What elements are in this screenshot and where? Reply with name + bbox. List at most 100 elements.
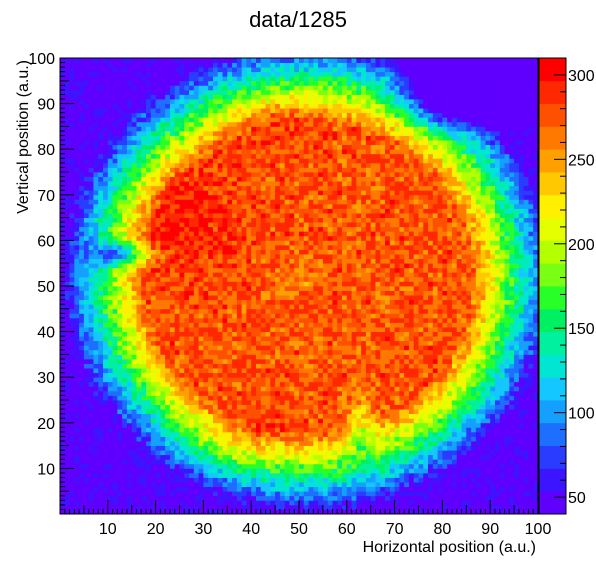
heatmap-cell (160, 103, 166, 109)
heatmap-cell (74, 222, 80, 228)
heatmap-cell (265, 108, 271, 114)
heatmap-cell (227, 203, 233, 209)
heatmap-cell (83, 213, 90, 218)
heatmap-cell (217, 62, 223, 68)
heatmap-cell (79, 258, 85, 264)
heatmap-cell (198, 477, 204, 483)
heatmap-cell (131, 176, 137, 182)
heatmap-cell (189, 313, 195, 319)
heatmap-cell (193, 58, 200, 63)
heatmap-cell (112, 400, 118, 405)
heatmap-cell (179, 144, 185, 150)
heatmap-cell (60, 390, 66, 396)
heatmap-cell (270, 290, 276, 296)
heatmap-cell (217, 372, 223, 378)
heatmap-cell (184, 468, 190, 474)
heatmap-cell (174, 194, 180, 200)
heatmap-cell (294, 172, 300, 177)
heatmap-cell (265, 272, 271, 278)
heatmap-cell (294, 76, 300, 82)
heatmap-cell (136, 213, 142, 218)
heatmap-cell (241, 62, 247, 68)
heatmap-cell (160, 121, 166, 127)
heatmap-cell (227, 472, 233, 478)
heatmap-cell (112, 249, 118, 255)
heatmap-cell (107, 304, 113, 310)
heatmap-cell (131, 185, 137, 191)
heatmap-cell (279, 354, 286, 360)
heatmap-cell (193, 126, 200, 132)
heatmap-cell (155, 194, 161, 200)
heatmap-cell (260, 290, 266, 296)
heatmap-cell (136, 358, 142, 364)
heatmap-cell (93, 103, 99, 109)
heatmap-cell (189, 199, 195, 205)
heatmap-cell (179, 162, 185, 168)
heatmap-cell (198, 240, 204, 246)
heatmap-cell (107, 413, 113, 419)
heatmap-cell (169, 85, 176, 91)
heatmap-cell (193, 404, 200, 410)
heatmap-cell (246, 249, 252, 255)
heatmap-cell (217, 76, 223, 82)
heatmap-cell (241, 482, 247, 488)
heatmap-cell (174, 135, 180, 141)
heatmap-cell (289, 327, 295, 332)
heatmap-cell (136, 349, 142, 355)
heatmap-cell (255, 327, 262, 332)
heatmap-cell (174, 427, 180, 433)
heatmap-cell (64, 112, 70, 118)
heatmap-cell (222, 85, 228, 91)
heatmap-cell (227, 290, 233, 296)
heatmap-cell (136, 194, 142, 200)
heatmap-cell (112, 313, 118, 319)
heatmap-cell (88, 135, 94, 141)
heatmap-cell (284, 377, 290, 383)
heatmap-cell (260, 354, 266, 360)
heatmap-cell (93, 486, 99, 492)
heatmap-cell (198, 358, 204, 364)
heatmap-cell (275, 149, 281, 155)
heatmap-cell (222, 482, 228, 488)
heatmap-cell (169, 231, 176, 237)
heatmap-cell (289, 491, 295, 497)
heatmap-cell (83, 67, 90, 73)
heatmap-cell (64, 454, 70, 460)
heatmap-cell (98, 281, 104, 287)
heatmap-cell (146, 126, 152, 132)
heatmap-cell (141, 267, 147, 273)
heatmap-cell (255, 85, 262, 91)
heatmap-cell (260, 349, 266, 355)
heatmap-cell (131, 99, 137, 104)
heatmap-cell (279, 58, 286, 63)
heatmap-cell (232, 477, 238, 483)
heatmap-cell (203, 226, 209, 232)
heatmap-cell (265, 295, 271, 301)
heatmap-cell (246, 162, 252, 168)
heatmap-cell (203, 213, 209, 218)
heatmap-cell (212, 254, 219, 260)
heatmap-cell (93, 89, 99, 95)
heatmap-cell (184, 181, 190, 187)
heatmap-cell (160, 112, 166, 118)
heatmap-cell (165, 263, 171, 269)
heatmap-cell (217, 427, 223, 433)
heatmap-cell (246, 409, 252, 415)
heatmap-cell (236, 71, 243, 77)
heatmap-cell (212, 117, 219, 123)
heatmap-cell (270, 67, 276, 73)
heatmap-cell (103, 286, 109, 291)
heatmap-cell (131, 454, 137, 460)
heatmap-cell (184, 413, 190, 419)
heatmap-cell (79, 276, 85, 282)
heatmap-cell (289, 331, 295, 337)
heatmap-cell (294, 386, 300, 392)
heatmap-cell (208, 217, 214, 223)
heatmap-cell (217, 254, 223, 260)
heatmap-cell (275, 308, 281, 314)
heatmap-cell (279, 386, 286, 392)
heatmap-cell (103, 500, 109, 506)
heatmap-cell (169, 194, 176, 200)
heatmap-cell (222, 185, 228, 191)
heatmap-cell (165, 286, 171, 291)
